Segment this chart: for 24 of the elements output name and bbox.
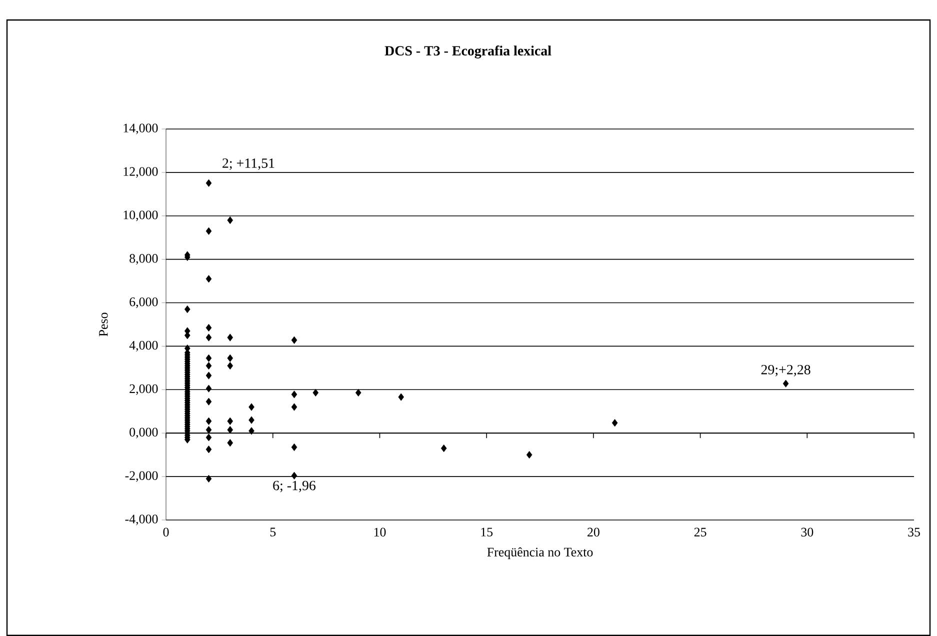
chart-title: DCS - T3 - Ecografia lexical [384, 46, 552, 58]
x-tick-label: 5 [270, 528, 276, 536]
y-tick-label: 4,000 [129, 340, 158, 352]
y-tick-label: 8,000 [130, 254, 158, 265]
x-tick-label: 20 [588, 528, 600, 536]
x-tick-label: 10 [374, 528, 386, 536]
x-tick-label: 30 [801, 528, 814, 536]
x-tick-label: 35 [908, 528, 920, 536]
x-axis-title: Freqüência no Texto [487, 547, 593, 560]
x-tick-label: 15 [481, 528, 493, 536]
y-tick-label: 14,000 [124, 124, 158, 134]
annotation: 29;+2,28 [761, 364, 810, 376]
y-tick-label: 12,000 [124, 167, 158, 178]
y-tick-label: 6,000 [130, 297, 158, 308]
y-tick-label: -2,000 [125, 471, 158, 482]
x-tick-label: 0 [163, 528, 169, 536]
annotation: 6; -1,96 [273, 480, 316, 492]
x-tick-label: 25 [694, 528, 706, 536]
y-tick-label: -4,000 [125, 514, 158, 526]
y-axis-title: Peso [99, 312, 108, 336]
annotation: 2; +11,51 [222, 158, 274, 170]
y-tick-label: 10,000 [124, 210, 158, 222]
y-tick-label: 0,000 [130, 428, 158, 438]
y-tick-label: 2,000 [130, 384, 158, 395]
